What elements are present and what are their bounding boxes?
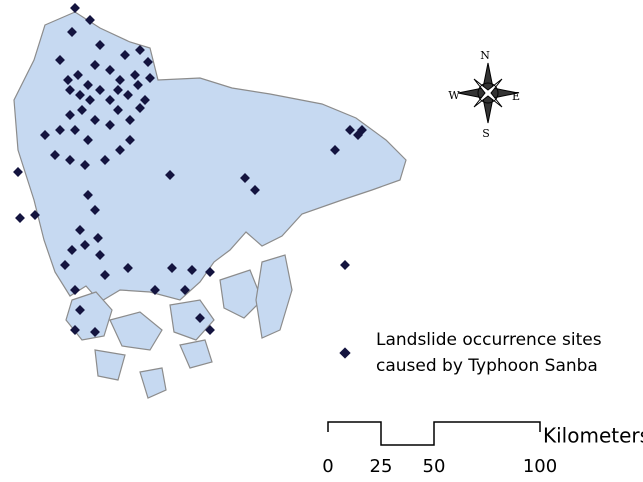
landslide-site [50, 150, 60, 160]
landslide-site [115, 75, 125, 85]
landslide-site [75, 90, 85, 100]
landslide-site [105, 120, 115, 130]
landslide-site [30, 210, 40, 220]
landslide-site [65, 110, 75, 120]
compass [457, 62, 519, 124]
compass-south: S [482, 127, 490, 140]
landslide-site [70, 125, 80, 135]
landslide-site [205, 267, 215, 277]
landslide-site [90, 115, 100, 125]
island [255, 254, 293, 339]
landslide-site [113, 105, 123, 115]
landslide-site [187, 265, 197, 275]
landslide-site [120, 50, 130, 60]
island [179, 339, 213, 369]
landslide-site [80, 160, 90, 170]
landslide-site [13, 167, 23, 177]
scale-unit: Kilometers [543, 424, 643, 448]
landslide-site [105, 65, 115, 75]
landslide-site [130, 70, 140, 80]
landslide-site [140, 95, 150, 105]
landslide-site [125, 135, 135, 145]
landslide-site [83, 135, 93, 145]
landslide-site [330, 145, 340, 155]
landslide-site [100, 155, 110, 165]
landslide-site [70, 3, 80, 13]
landslide-site [143, 57, 153, 67]
landslide-site [65, 155, 75, 165]
landslide-site [95, 85, 105, 95]
mainland [13, 11, 407, 303]
scale-label: 50 [423, 456, 446, 477]
landslide-site [83, 80, 93, 90]
landslide-site [63, 75, 73, 85]
landslide-site [67, 245, 77, 255]
landslide-site [40, 130, 50, 140]
landslide-site [205, 325, 215, 335]
landslide-site [250, 185, 260, 195]
landslide-site [75, 225, 85, 235]
island [169, 299, 215, 341]
compass-east: E [512, 90, 520, 103]
landslide-site [83, 190, 93, 200]
landslide-site [195, 313, 205, 323]
landslide-site [115, 145, 125, 155]
landslide-site [240, 173, 250, 183]
landslide-site [135, 45, 145, 55]
island [94, 349, 126, 381]
legend-text: Landslide occurrence sites [376, 330, 602, 350]
scale-bar: 0 25 50 100 [322, 421, 557, 477]
landslide-site [73, 70, 83, 80]
landslide-site [113, 85, 123, 95]
scale-line [327, 421, 541, 446]
legend-symbol [339, 347, 351, 359]
landslide-site [123, 90, 133, 100]
landslide-site [93, 233, 103, 243]
compass-north: N [480, 49, 490, 62]
landslide-site [340, 260, 350, 270]
landslide-site [180, 285, 190, 295]
landslide-site [125, 115, 135, 125]
landslide-site [135, 103, 145, 113]
landslide-site [90, 60, 100, 70]
scale-label: 0 [322, 456, 333, 477]
landslide-site [15, 213, 25, 223]
scale-label: 100 [523, 456, 557, 477]
landslide-site [145, 73, 155, 83]
island [139, 367, 167, 399]
scale-label: 25 [370, 456, 393, 477]
landslide-site [65, 85, 75, 95]
landslide-site [77, 105, 87, 115]
legend-text: caused by Typhoon Sanba [376, 356, 598, 376]
landslide-site [105, 95, 115, 105]
landslide-site [95, 40, 105, 50]
landslide-site [55, 125, 65, 135]
landslide-site [133, 80, 143, 90]
island [109, 311, 163, 351]
landslide-site [55, 55, 65, 65]
landslide-site [85, 95, 95, 105]
landslide-site [167, 263, 177, 273]
landslide-site [165, 170, 175, 180]
landslide-site [80, 240, 90, 250]
landslide-site [90, 205, 100, 215]
island [219, 269, 263, 319]
land [13, 11, 407, 399]
compass-west: W [448, 89, 460, 102]
landslide-site [150, 285, 160, 295]
compass-ring [477, 82, 499, 104]
